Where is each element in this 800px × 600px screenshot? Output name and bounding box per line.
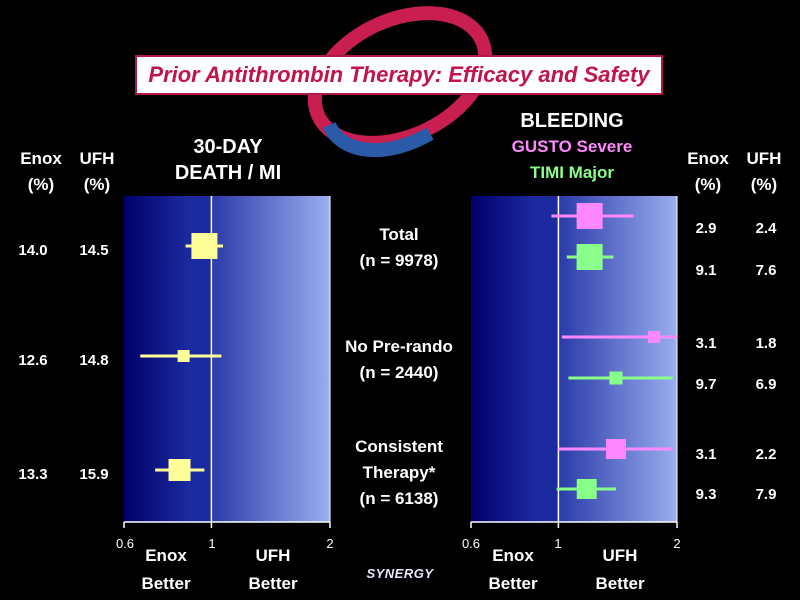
enox-better-region bbox=[471, 196, 559, 522]
ufh-better-region bbox=[558, 196, 677, 522]
left-enox-value: 14.0 bbox=[18, 242, 48, 259]
ufh-better-label: UFH Better bbox=[248, 546, 298, 593]
enox-better-label: Enox Better bbox=[141, 546, 191, 593]
estimate-marker bbox=[609, 371, 623, 385]
right-ufh-value: 2.4 bbox=[755, 220, 777, 237]
left-enox-value: 12.6 bbox=[18, 352, 48, 369]
right-enox-value: 3.1 bbox=[695, 335, 717, 352]
timi-legend: TIMI Major bbox=[529, 163, 615, 182]
group-label-consistent-therapy: Consistent Therapy* (n = 6138) bbox=[355, 437, 443, 508]
right-ufh-header: UFH (%) bbox=[746, 149, 782, 194]
right-ufh-value: 7.9 bbox=[755, 486, 777, 503]
left-ufh-header: UFH (%) bbox=[79, 149, 115, 194]
right-ufh-value: 2.2 bbox=[755, 446, 777, 463]
right-ufh-value: 6.9 bbox=[755, 376, 777, 393]
axis-tick: 0.6 bbox=[115, 536, 135, 551]
right-ufh-value: 1.8 bbox=[755, 335, 777, 352]
left-enox-header: Enox (%) bbox=[20, 149, 62, 194]
right-panel-title: BLEEDING GUSTO Severe TIMI Major bbox=[472, 108, 672, 186]
estimate-marker bbox=[605, 439, 626, 459]
slide-title: Prior Antithrombin Therapy: Efficacy and… bbox=[135, 55, 663, 95]
bleeding-forest-plot bbox=[470, 196, 678, 528]
gusto-legend: GUSTO Severe bbox=[511, 137, 633, 156]
estimate-marker bbox=[576, 479, 597, 499]
left-enox-value: 13.3 bbox=[18, 466, 48, 483]
axis-tick: 0.6 bbox=[461, 536, 481, 551]
estimate-marker bbox=[648, 331, 661, 343]
death-mi-forest-plot bbox=[123, 196, 331, 528]
axis-tick: 1 bbox=[554, 536, 562, 551]
synergy-logo: SYNERGY bbox=[366, 566, 434, 581]
right-enox-value: 3.1 bbox=[695, 446, 717, 463]
left-panel-title: 30-DAY DEATH / MI bbox=[174, 136, 282, 184]
right-enox-value: 9.1 bbox=[695, 262, 717, 279]
right-enox-header: Enox (%) bbox=[687, 149, 729, 194]
right-enox-value: 2.9 bbox=[695, 220, 717, 237]
estimate-marker bbox=[168, 459, 191, 481]
right-enox-value: 9.3 bbox=[695, 486, 717, 503]
axis-tick: 2 bbox=[673, 536, 681, 551]
group-label-total: Total (n = 9978) bbox=[359, 225, 439, 270]
left-ufh-value: 15.9 bbox=[79, 466, 109, 483]
right-enox-value: 9.7 bbox=[695, 376, 717, 393]
axis-tick: 2 bbox=[326, 536, 334, 551]
right-ufh-value: 7.6 bbox=[755, 262, 777, 279]
estimate-marker bbox=[191, 233, 218, 259]
left-ufh-value: 14.5 bbox=[79, 242, 109, 259]
ufh-better-region bbox=[211, 196, 330, 522]
estimate-marker bbox=[177, 350, 190, 362]
group-label-no-pre-rando: No Pre-rando (n = 2440) bbox=[345, 337, 453, 382]
left-ufh-value: 14.8 bbox=[79, 352, 109, 369]
axis-tick: 1 bbox=[208, 536, 216, 551]
enox-better-label: Enox Better bbox=[488, 546, 538, 593]
estimate-marker bbox=[576, 244, 603, 270]
estimate-marker bbox=[576, 203, 603, 229]
ufh-better-label: UFH Better bbox=[595, 546, 645, 593]
